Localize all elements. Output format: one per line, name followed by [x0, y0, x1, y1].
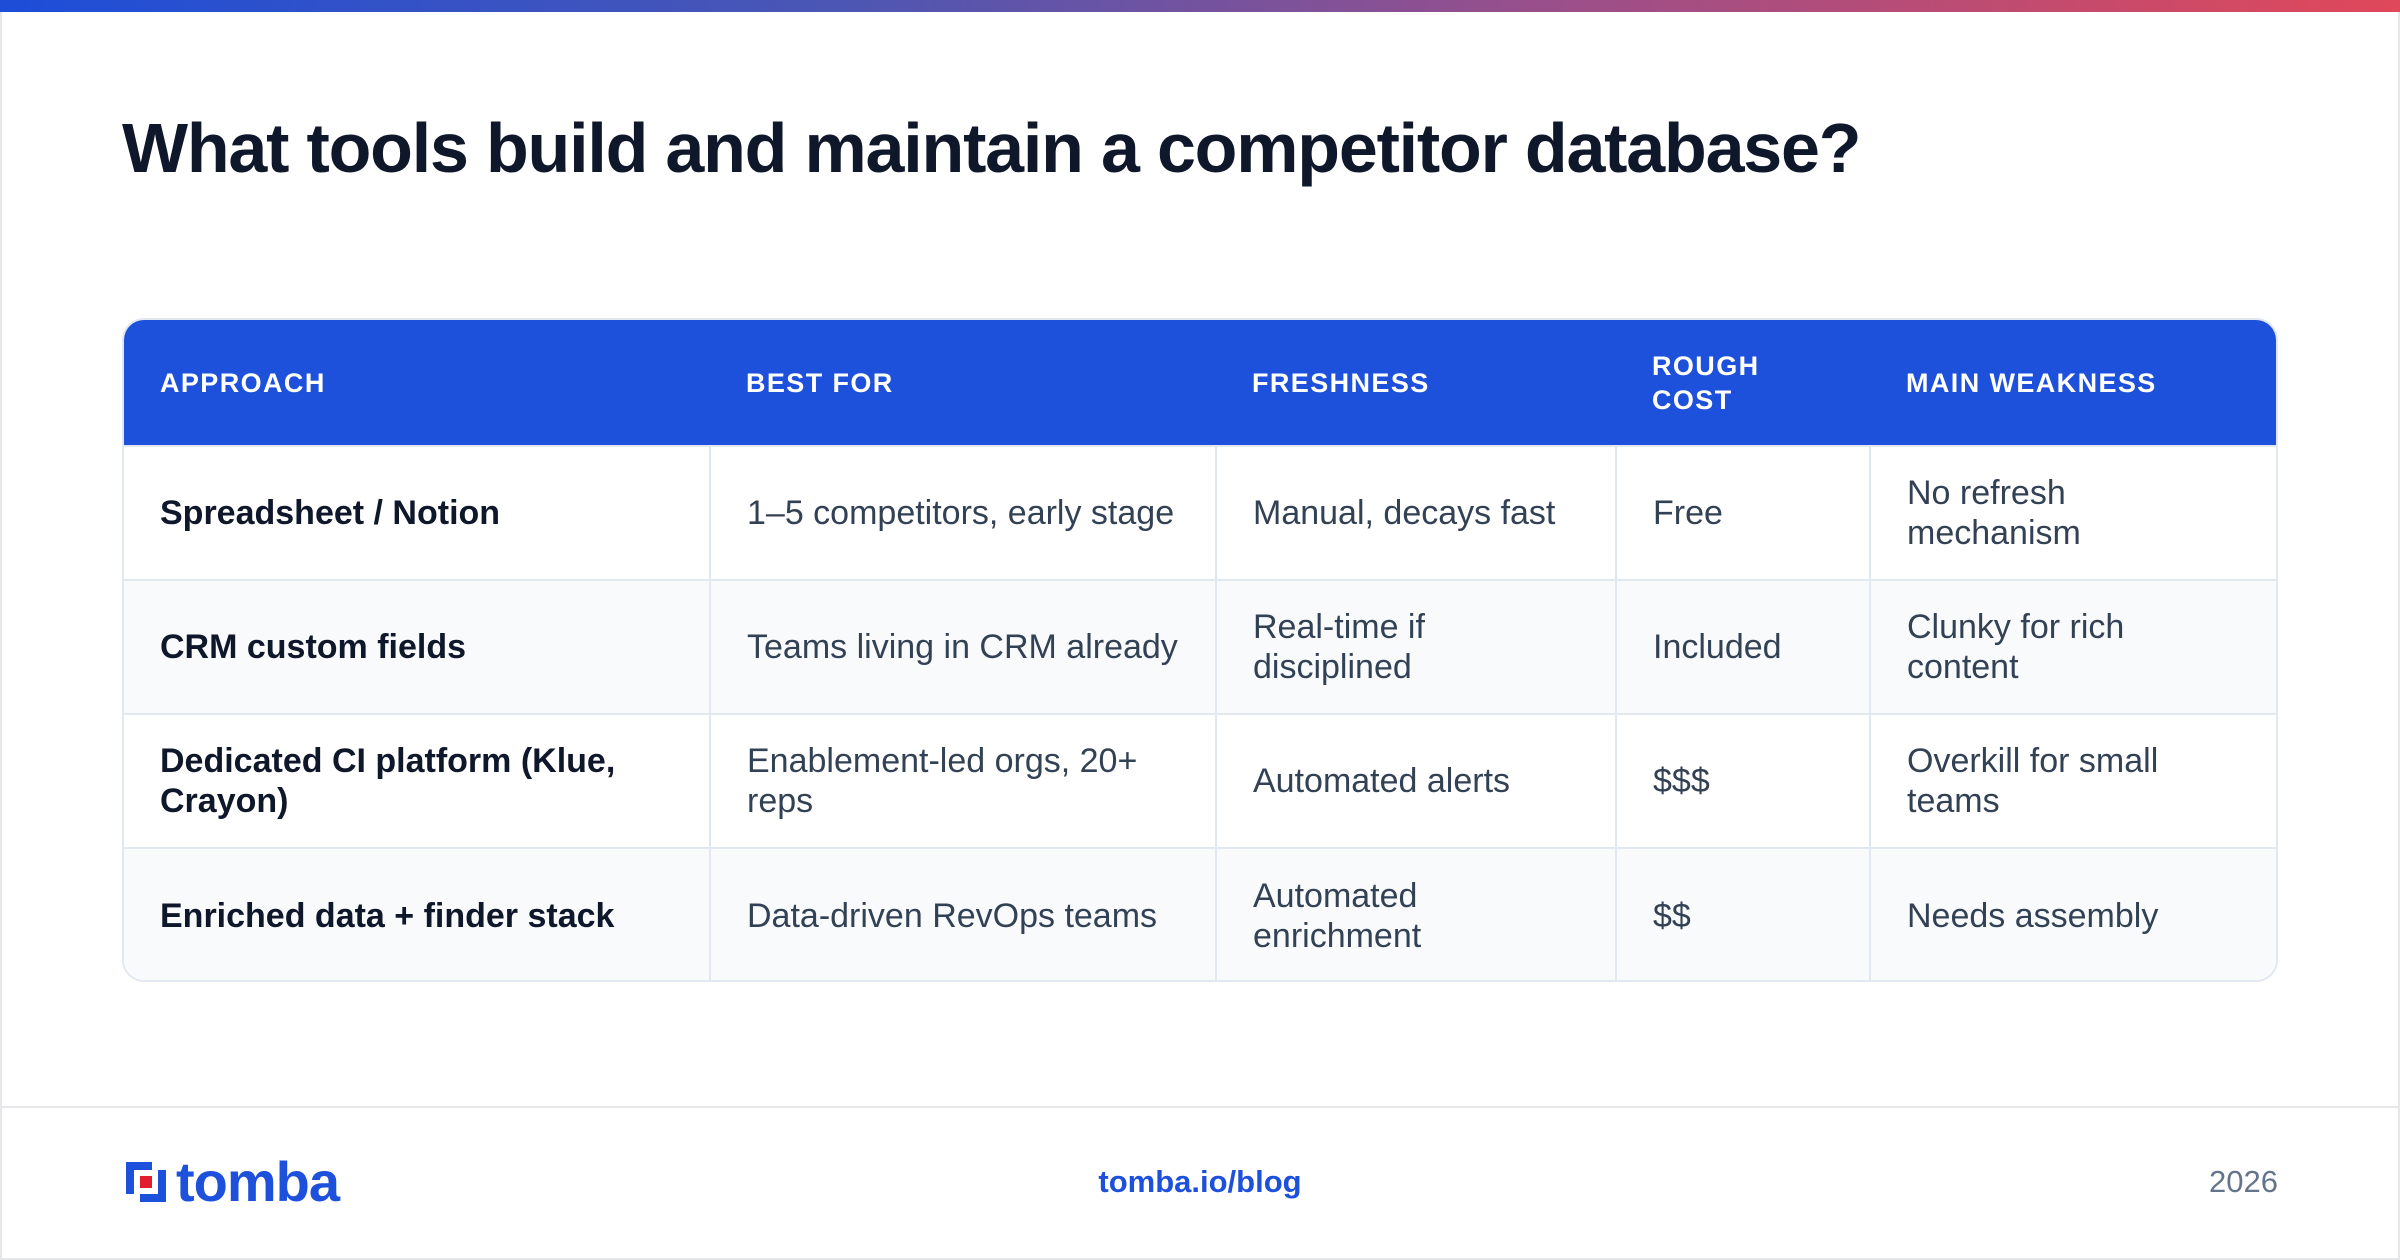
cell-rough-cost: Free: [1615, 445, 1870, 580]
cell-approach: Spreadsheet / Notion: [124, 445, 710, 580]
logo-wordmark: tomba: [176, 1150, 340, 1213]
cell-best-for: Data-driven RevOps teams: [709, 847, 1216, 980]
cell-rough-cost: $$: [1615, 847, 1870, 980]
cell-best-for: 1–5 competitors, early stage: [709, 445, 1216, 580]
top-gradient-bar: [0, 0, 2400, 12]
cell-main-weakness: Needs assembly: [1869, 847, 2276, 980]
cell-best-for: Enablement-led orgs, 20+ reps: [709, 713, 1216, 848]
cell-freshness: Automated enrichment: [1215, 847, 1616, 980]
table-header-row: APPROACH BEST FOR FRESHNESS ROUGH COST M…: [124, 320, 2276, 446]
footer-divider: [0, 1106, 2400, 1108]
cell-freshness: Manual, decays fast: [1215, 445, 1616, 580]
cell-rough-cost: Included: [1615, 579, 1870, 714]
table-row: Enriched data + finder stack Data-driven…: [124, 847, 2276, 980]
cell-approach: Dedicated CI platform (Klue, Crayon): [124, 713, 710, 848]
cell-freshness: Real-time if disciplined: [1215, 579, 1616, 714]
header-main-weakness: MAIN WEAKNESS: [1906, 367, 2157, 398]
tomba-logo[interactable]: tomba: [122, 1150, 340, 1213]
cell-main-weakness: No refresh mechanism: [1869, 445, 2276, 580]
cell-freshness: Automated alerts: [1215, 713, 1616, 848]
header-approach: APPROACH: [160, 367, 326, 398]
tomba-logo-mark-icon: [126, 1162, 166, 1202]
table-row: Dedicated CI platform (Klue, Crayon) Ena…: [124, 713, 2276, 848]
header-rough-cost: ROUGH COST: [1652, 350, 1760, 415]
cell-best-for: Teams living in CRM already: [709, 579, 1216, 714]
cell-main-weakness: Clunky for rich content: [1869, 579, 2276, 714]
comparison-table: APPROACH BEST FOR FRESHNESS ROUGH COST M…: [122, 318, 2278, 982]
cell-rough-cost: $$$: [1615, 713, 1870, 848]
cell-approach: Enriched data + finder stack: [124, 847, 710, 980]
cell-approach: CRM custom fields: [124, 579, 710, 714]
header-best-for: BEST FOR: [746, 367, 894, 398]
table-row: CRM custom fields Teams living in CRM al…: [124, 579, 2276, 714]
cell-main-weakness: Overkill for small teams: [1869, 713, 2276, 848]
table-row: Spreadsheet / Notion 1–5 competitors, ea…: [124, 445, 2276, 580]
footer-blog-link[interactable]: tomba.io/blog: [1098, 1164, 1302, 1199]
footer-year: 2026: [2209, 1164, 2278, 1199]
header-freshness: FRESHNESS: [1252, 367, 1430, 398]
page-title: What tools build and maintain a competit…: [122, 109, 1862, 187]
